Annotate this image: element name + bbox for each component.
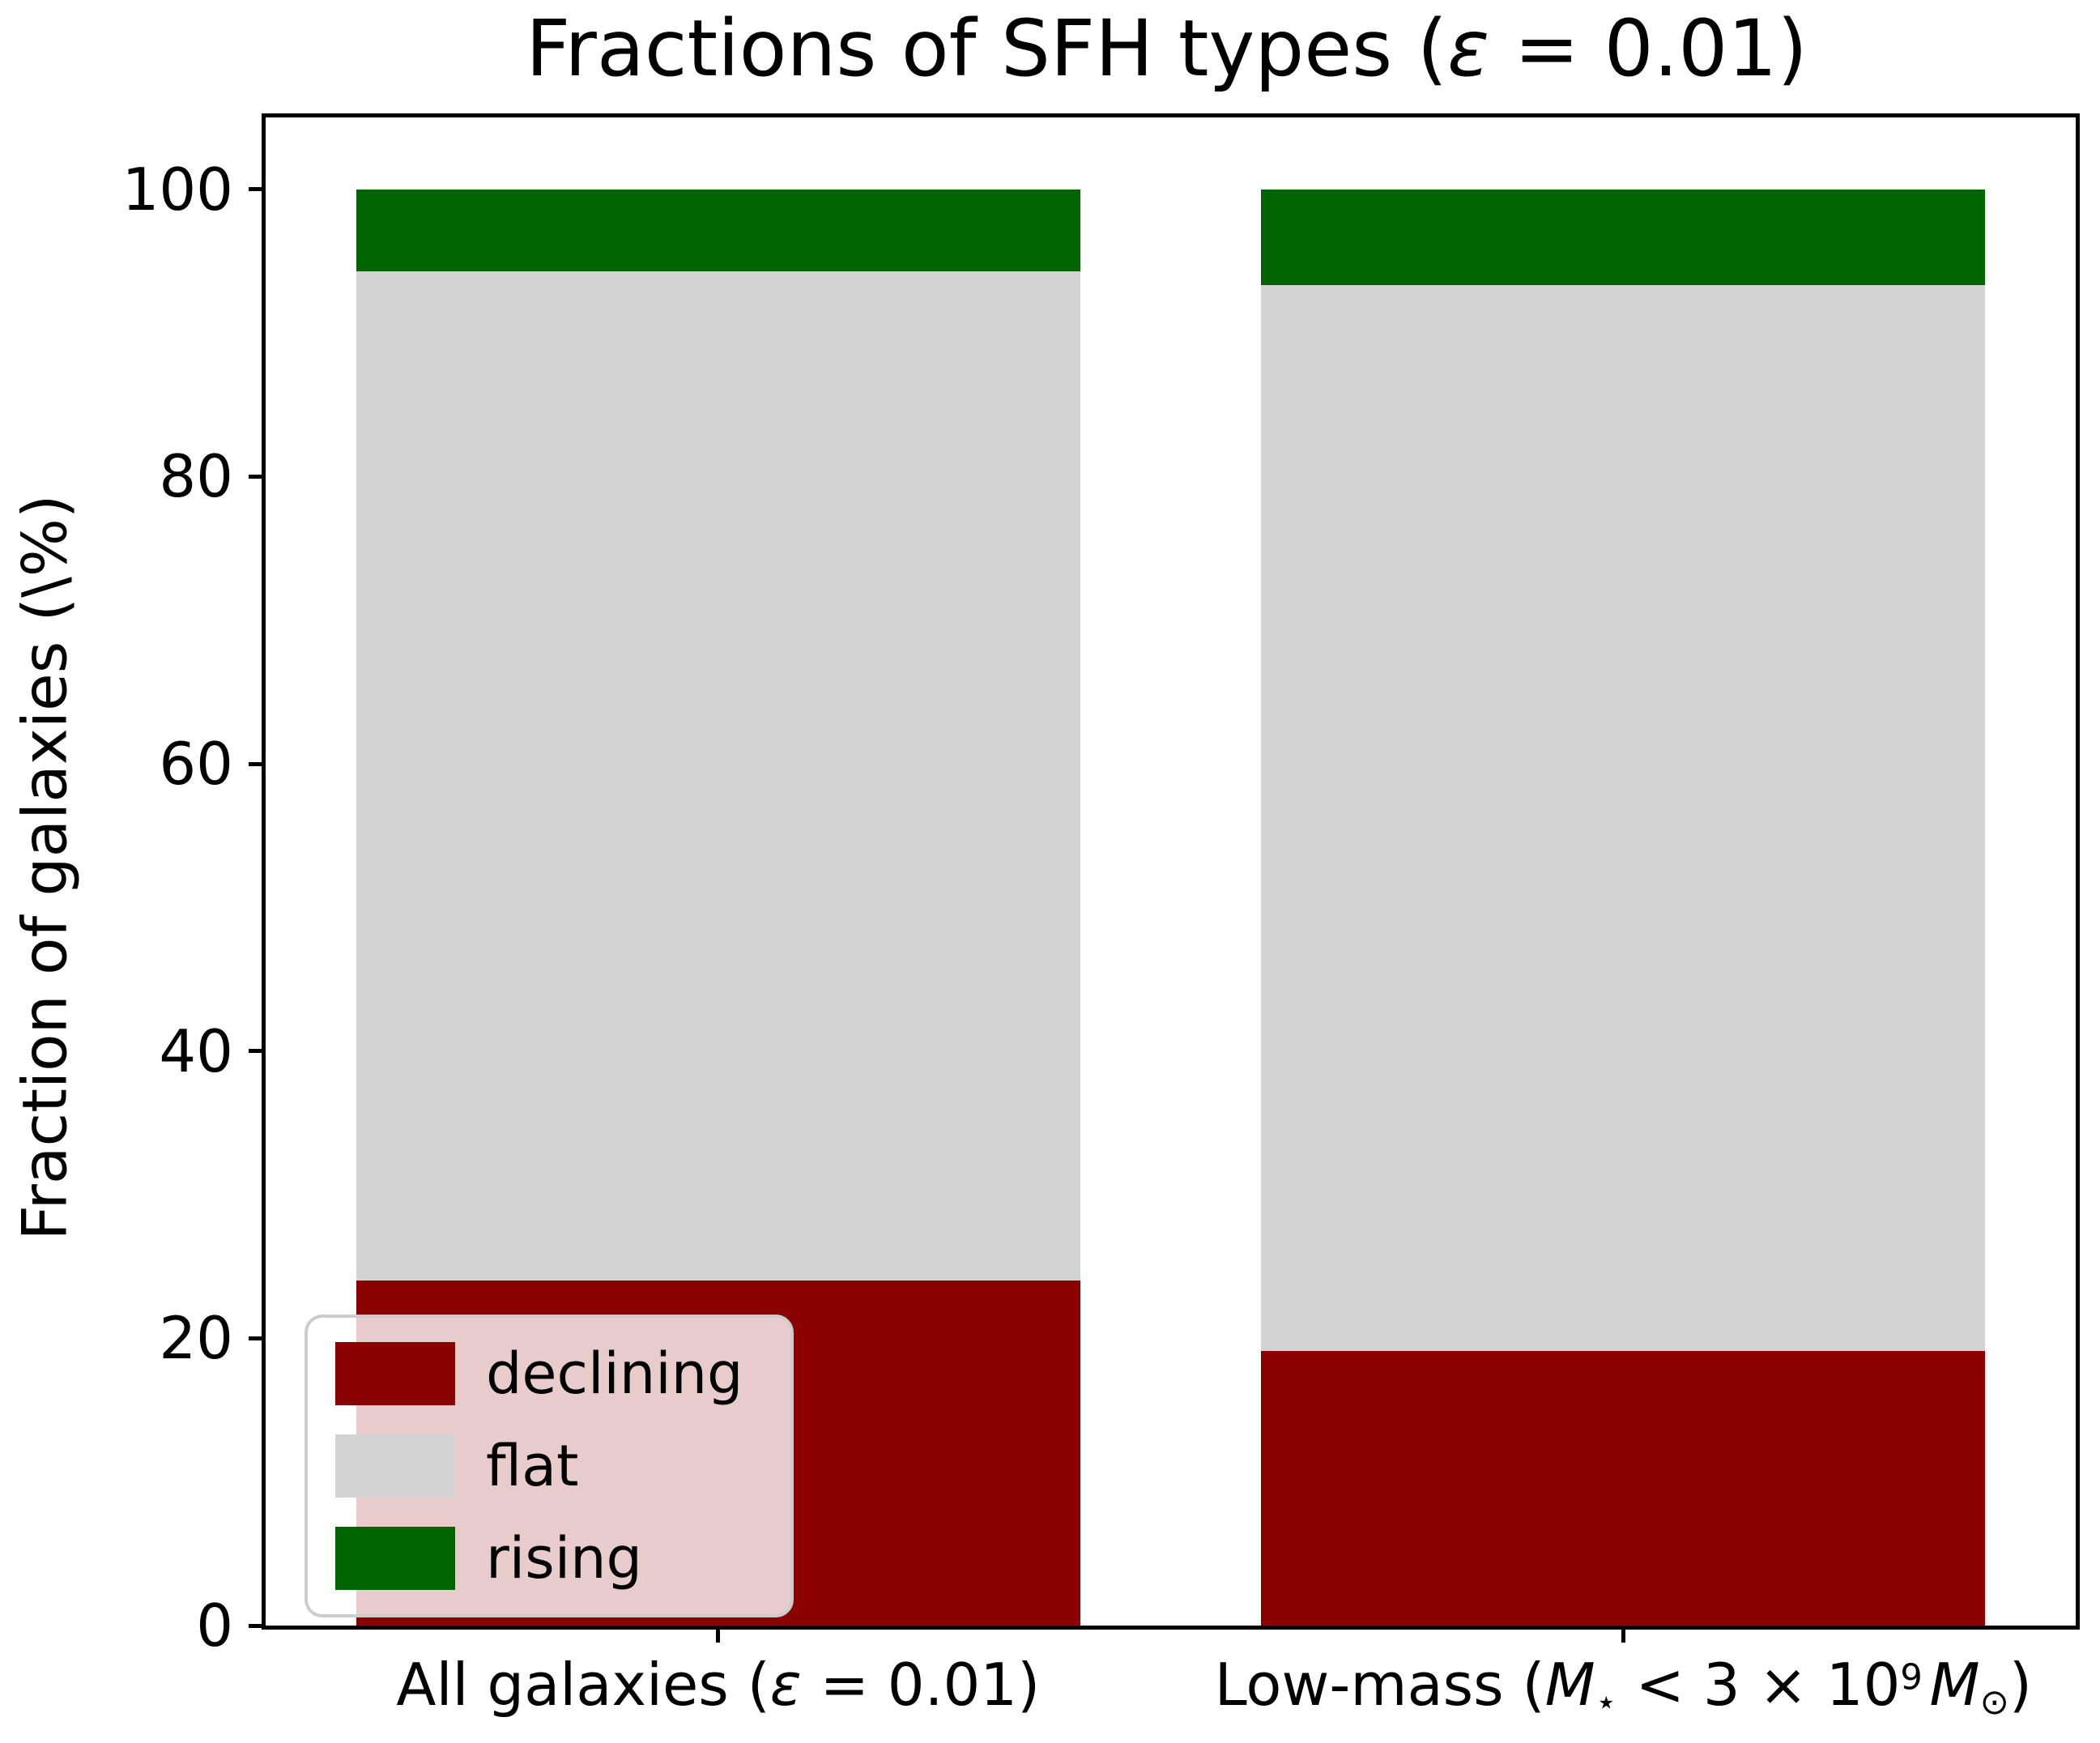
y-tick-label: 100 bbox=[121, 155, 233, 224]
stacked-bar-low-mass bbox=[1261, 117, 1986, 1626]
title-epsilon: ε bbox=[1447, 3, 1490, 94]
y-tick-label: 40 bbox=[159, 1016, 233, 1085]
xlabel2-mstar: M bbox=[1544, 1651, 1595, 1719]
xlabel2-msun: M bbox=[1929, 1651, 1980, 1719]
xlabel2-close-paren: ) bbox=[2008, 1651, 2032, 1719]
legend-item-rising: rising bbox=[335, 1527, 766, 1590]
y-tick-label: 20 bbox=[159, 1304, 233, 1373]
x-tick-mark bbox=[1621, 1630, 1625, 1643]
x-tick-label-all-galaxies: All galaxies (ε = 0.01) bbox=[396, 1651, 1040, 1719]
xlabel1-epsilon: ε bbox=[769, 1651, 802, 1719]
xlabel2-sun-subscript: ⊙ bbox=[1979, 1681, 2009, 1723]
y-tick-mark bbox=[249, 1623, 262, 1628]
xlabel2-inequality: < 3 × 10 bbox=[1617, 1651, 1901, 1719]
xlabel2-text: Low-mass ( bbox=[1214, 1651, 1545, 1719]
xlabel2-star-subscript: ⋆ bbox=[1595, 1681, 1617, 1723]
legend: declining flat rising bbox=[305, 1315, 794, 1617]
legend-item-declining: declining bbox=[335, 1342, 766, 1405]
y-tick-mark bbox=[249, 1336, 262, 1340]
y-tick-mark bbox=[249, 187, 262, 192]
y-tick-mark bbox=[249, 761, 262, 766]
xlabel1-text: All galaxies ( bbox=[396, 1651, 770, 1719]
y-tick-label: 0 bbox=[196, 1592, 233, 1660]
legend-label-rising: rising bbox=[486, 1524, 642, 1592]
xlabel2-exponent: 9 bbox=[1900, 1657, 1923, 1698]
rising-color-swatch bbox=[335, 1527, 455, 1590]
y-tick-mark bbox=[249, 1049, 262, 1054]
x-tick-mark bbox=[716, 1630, 721, 1643]
bar-segment-declining bbox=[1261, 1351, 1986, 1626]
flat-color-swatch bbox=[335, 1434, 455, 1498]
declining-color-swatch bbox=[335, 1342, 455, 1405]
legend-label-flat: flat bbox=[486, 1432, 579, 1499]
bar-segment-rising bbox=[1261, 189, 1986, 286]
y-tick-label: 60 bbox=[159, 730, 233, 799]
plot-area: All galaxies (ε = 0.01) Low-mass (M⋆ < 3… bbox=[122, 113, 2080, 1720]
bar-segment-flat bbox=[1261, 285, 1986, 1352]
y-axis-label: Fraction of galaxies (\%) bbox=[8, 494, 81, 1241]
legend-item-flat: flat bbox=[335, 1434, 766, 1498]
y-tick-mark bbox=[249, 474, 262, 479]
bar-segment-rising bbox=[356, 189, 1080, 271]
bar-segment-flat bbox=[356, 271, 1080, 1281]
title-value: = 0.01) bbox=[1489, 3, 1808, 94]
legend-label-declining: declining bbox=[486, 1340, 743, 1407]
xlabel1-value: = 0.01) bbox=[801, 1651, 1041, 1719]
y-tick-label: 80 bbox=[159, 442, 233, 511]
x-tick-label-low-mass: Low-mass (M⋆ < 3 × 109 M⊙) bbox=[1214, 1651, 2032, 1720]
chart-title: Fractions of SFH types (ε = 0.01) bbox=[262, 6, 2072, 92]
title-text: Fractions of SFH types ( bbox=[526, 3, 1448, 94]
